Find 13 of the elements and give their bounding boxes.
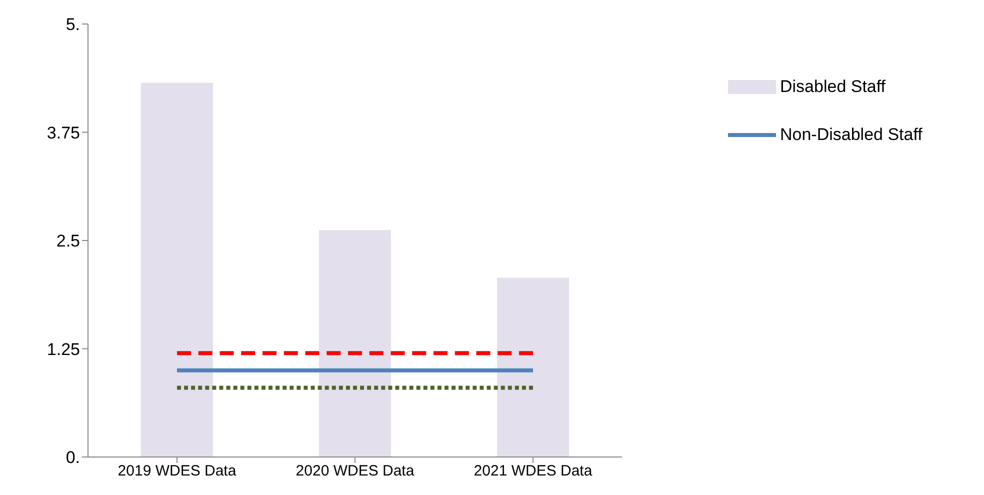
y-tick-label: 2.5: [56, 232, 80, 251]
bar: [319, 230, 391, 457]
y-tick-label: 0.: [66, 448, 80, 468]
x-tick-label: 2021 WDES Data: [474, 462, 593, 480]
bar: [497, 278, 569, 457]
legend-label: Disabled Staff: [780, 77, 886, 97]
x-tick-label: 2020 WDES Data: [296, 462, 415, 480]
y-tick-label: 1.25: [46, 340, 80, 359]
x-tick-label: 2019 WDES Data: [118, 462, 237, 480]
legend-label: Non-Disabled Staff: [780, 125, 922, 145]
y-tick-label: 5.: [66, 15, 80, 34]
bar: [141, 82, 213, 457]
y-tick-label: 3.75: [46, 123, 80, 142]
